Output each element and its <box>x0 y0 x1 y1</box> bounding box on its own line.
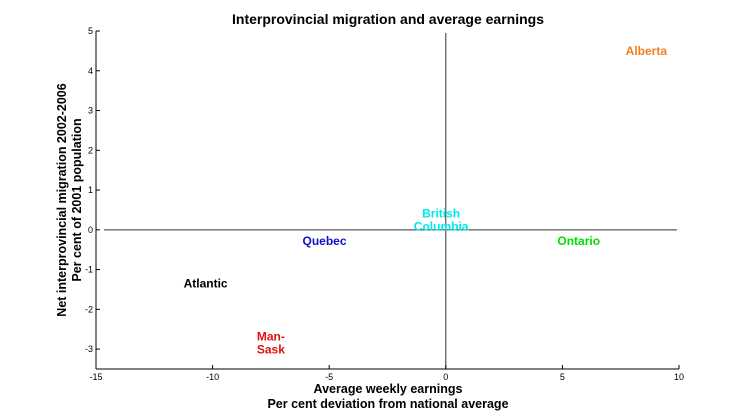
x-axis-label-line-1: Average weekly earnings <box>314 382 463 396</box>
y-axis-label-line-1: Net interprovincial migration 2002-2006 <box>55 83 69 316</box>
chart-title: Interprovincial migration and average ea… <box>232 11 544 27</box>
x-tick-label: 5 <box>560 372 565 382</box>
x-tick-label: 0 <box>443 372 448 382</box>
y-axis-label-line-2: Per cent of 2001 population <box>70 118 84 281</box>
y-tick-label: -1 <box>85 265 93 275</box>
x-tick-label: 10 <box>674 372 684 382</box>
x-tick-label: -5 <box>325 372 333 382</box>
y-tick-label: 2 <box>88 145 93 155</box>
data-point-atlantic: Atlantic <box>184 277 228 291</box>
y-tick-label: 5 <box>88 26 93 36</box>
y-tick-label: -3 <box>85 344 93 354</box>
x-tick-label: -15 <box>89 372 102 382</box>
y-tick-label: 0 <box>88 225 93 235</box>
y-tick-label: 4 <box>88 66 93 76</box>
x-axis-label-line-2: Per cent deviation from national average <box>267 397 508 411</box>
data-point-alberta: Alberta <box>626 44 668 58</box>
data-point-man-sask: Man-Sask <box>257 330 285 357</box>
y-tick-label: -2 <box>85 304 93 314</box>
x-tick-label: -10 <box>206 372 219 382</box>
data-point-ontario: Ontario <box>557 234 600 248</box>
data-point-quebec: Quebec <box>303 234 347 248</box>
y-tick-label: 3 <box>88 106 93 116</box>
y-tick-label: 1 <box>88 185 93 195</box>
data-point-british-columbia: British Columbia <box>414 206 469 233</box>
